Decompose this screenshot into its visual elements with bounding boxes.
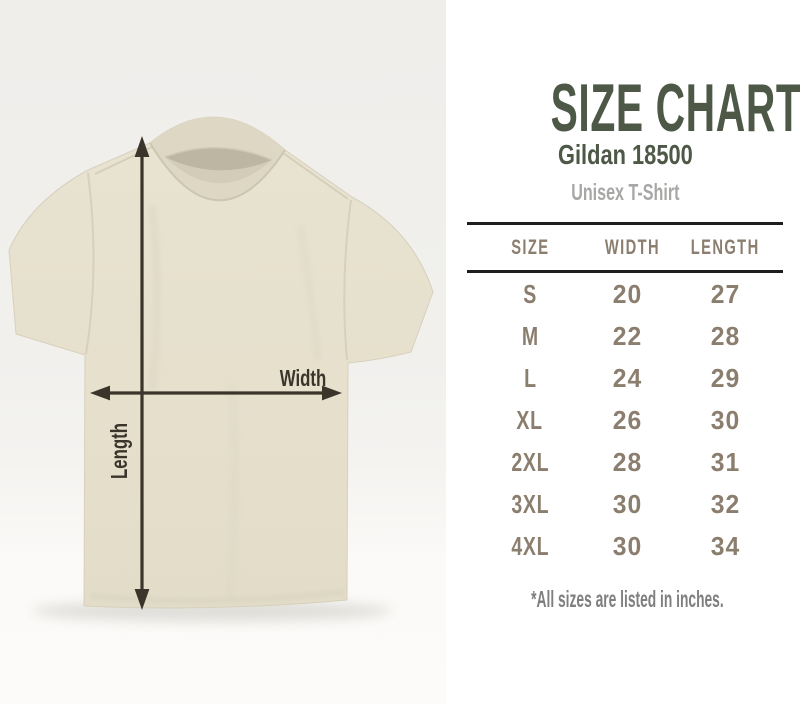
cell-length: 34 [710, 530, 741, 561]
cell-width: 20 [612, 278, 642, 309]
cell-size: XL [516, 404, 544, 435]
size-chart-panel: SIZE CHART Gildan 18500 Unisex T-Shirt S… [446, 0, 800, 704]
units-footnote-text: *All sizes are listed in inches. [531, 586, 724, 612]
table-row-2xl: 2XL 28 31 [467, 441, 783, 483]
fabric-wrinkles [89, 204, 345, 604]
neck-inner-shadow [165, 147, 272, 171]
cell-length: 29 [710, 362, 741, 393]
product-name-text: Gildan 18500 [557, 139, 693, 170]
length-arrowhead-down [134, 589, 150, 610]
cell-length: 31 [710, 446, 741, 477]
size-table: SIZE WIDTH LENGTH S 20 27 M 22 28 L 24 2… [467, 222, 783, 567]
units-footnote: *All sizes are listed in inches. [467, 587, 783, 611]
table-row-3xl: 3XL 30 32 [467, 483, 783, 525]
cell-width: 26 [612, 404, 642, 435]
cell-width: 28 [612, 446, 642, 477]
right-shoulder-seam [282, 152, 349, 200]
right-sleeve-seam [343, 199, 352, 361]
width-label: Width [280, 367, 326, 392]
cell-length: 27 [710, 278, 741, 309]
cell-length: 32 [710, 488, 741, 519]
cell-size: L [523, 362, 537, 393]
cell-size: 3XL [510, 488, 550, 519]
width-arrowhead-right [322, 385, 342, 401]
collar-inner-seam [164, 146, 273, 161]
length-arrowhead-up [134, 136, 150, 157]
table-row-s: S 20 27 [467, 273, 783, 315]
column-header-length: LENGTH [691, 235, 760, 259]
length-label: Length [108, 423, 133, 479]
table-row-m: M 22 28 [467, 315, 783, 357]
product-type-text: Unisex T-Shirt [570, 179, 680, 205]
table-header-row: SIZE WIDTH LENGTH [467, 222, 783, 273]
cell-length: 28 [710, 320, 741, 351]
width-arrow [90, 385, 342, 401]
length-arrow [134, 136, 150, 610]
cell-size: M [521, 320, 539, 351]
tshirt-photo: Width Length [0, 0, 446, 704]
table-row-l: L 24 29 [467, 357, 783, 399]
cell-length: 30 [710, 404, 741, 435]
table-row-4xl: 4XL 30 34 [467, 525, 783, 567]
column-header-width: WIDTH [604, 235, 661, 259]
cell-width: 30 [612, 530, 642, 561]
collar-front-seam [149, 142, 286, 202]
cell-width: 30 [612, 488, 642, 519]
width-arrowhead-left [90, 385, 110, 401]
chart-title: SIZE CHART [467, 74, 800, 142]
chart-title-text: SIZE CHART [550, 70, 800, 146]
table-row-xl: XL 26 30 [467, 399, 783, 441]
column-header-size: SIZE [510, 235, 550, 259]
cell-width: 24 [612, 362, 642, 393]
cell-size: S [523, 278, 537, 309]
left-sleeve-seam [85, 172, 95, 355]
product-name: Gildan 18500 [467, 139, 783, 170]
tshirt-graphic: Width Length [8, 116, 434, 622]
cell-size: 4XL [510, 530, 550, 561]
cell-size: 2XL [510, 446, 550, 477]
cell-width: 22 [612, 320, 642, 351]
product-type: Unisex T-Shirt [467, 179, 783, 205]
